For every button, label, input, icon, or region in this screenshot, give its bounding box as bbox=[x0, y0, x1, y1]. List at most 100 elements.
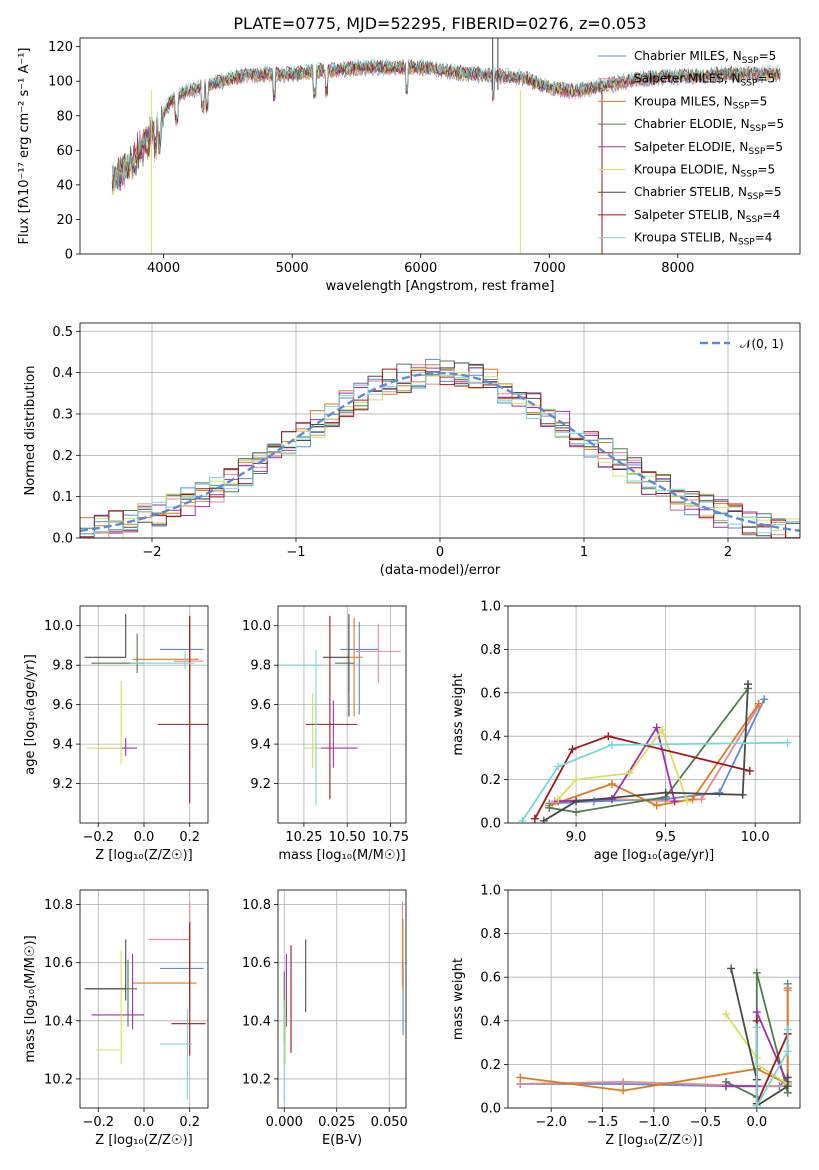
series-point-chabrier_miles bbox=[589, 797, 598, 806]
series-point-salpeter_elodie bbox=[607, 795, 616, 804]
histograms bbox=[80, 358, 800, 538]
legend-label: Salpeter MILES, N bbox=[634, 72, 741, 86]
y-tick-label: 9.4 bbox=[52, 738, 73, 753]
mass-weight-vs-z-chart: −2.0 −1.5 −1.0 −0.5 0.0 0.0 0.2 0.4 0.6 0.8 1.0 Z [… bbox=[451, 884, 801, 1148]
x-tick-label: −2 bbox=[142, 545, 161, 560]
x-axis-label: Z [log₁₀(Z/Z☉)] bbox=[605, 1133, 702, 1148]
legend-entry: Salpeter STELIB, NSSP=4 bbox=[634, 208, 780, 225]
series-point-salpeter_stelib bbox=[568, 745, 577, 754]
series-point-chabrier_stelib bbox=[572, 797, 581, 806]
series-point-salpeter_elodie bbox=[652, 723, 661, 732]
legend-post: =5 bbox=[766, 117, 784, 131]
series-point-salpeter_miles bbox=[619, 1077, 628, 1086]
y-tick-label: 10.2 bbox=[44, 1072, 73, 1087]
y-tick-label: 60 bbox=[56, 144, 73, 159]
axis-labels: Z [log₁₀(Z/Z☉)] mass [log₁₀(M/M☉)] bbox=[23, 935, 193, 1148]
series-point-kroupa_miles bbox=[516, 1073, 525, 1082]
legend-sub: SSP bbox=[750, 124, 767, 134]
series-point-kroupa_stelib bbox=[783, 1025, 792, 1034]
series-point-salpeter_stelib bbox=[604, 732, 613, 741]
y-tick-label: 0.0 bbox=[480, 1102, 501, 1117]
series-point-chabrier_stelib bbox=[539, 816, 548, 823]
y-tick-label: 0.2 bbox=[480, 1058, 501, 1073]
y-axis-label: mass weight bbox=[451, 673, 466, 755]
series-point-kroupa_miles bbox=[783, 984, 792, 993]
series-point-kroupa_elodie bbox=[625, 769, 634, 778]
axes: −2.0 −1.5 −1.0 −0.5 0.0 0.0 0.2 0.4 0.6 0.8 1.0 bbox=[480, 884, 800, 1130]
plot-frame bbox=[79, 322, 801, 539]
legend-entry: Kroupa STELIB, NSSP=4 bbox=[634, 231, 772, 248]
legend-label: Kroupa MILES, N bbox=[634, 94, 733, 108]
x-tick-label: 10.25 bbox=[285, 830, 322, 845]
x-axis-label: E(B-V) bbox=[322, 1133, 362, 1148]
x-tick-label: 6000 bbox=[404, 261, 437, 276]
y-tick-label: 10.8 bbox=[44, 898, 73, 913]
y-axis-label: mass [log₁₀(M/M☉)] bbox=[23, 935, 38, 1062]
x-tick-label: 0.2 bbox=[179, 1115, 200, 1130]
series-point-chabrier_elodie bbox=[752, 968, 761, 977]
legend-entry: Chabrier ELODIE, NSSP=5 bbox=[634, 117, 784, 134]
x-tick-label: 5000 bbox=[276, 261, 309, 276]
spectrum-series-kroupa_stelib bbox=[111, 58, 781, 192]
series-point-kroupa_miles bbox=[652, 801, 661, 810]
series-lines bbox=[518, 680, 792, 823]
legend-post: =5 bbox=[750, 94, 768, 108]
series-point-chabrier_elodie bbox=[545, 803, 554, 812]
series-point-kroupa_stelib bbox=[752, 1101, 761, 1108]
x-tick-label: 0.025 bbox=[318, 1115, 355, 1130]
x-tick-label: 10.75 bbox=[372, 830, 409, 845]
legend-entry: Chabrier MILES, NSSP=5 bbox=[634, 49, 776, 66]
x-tick-label: 9.5 bbox=[655, 830, 676, 845]
legend-post: =5 bbox=[757, 163, 775, 177]
plot-frame bbox=[79, 37, 801, 255]
axis-labels: wavelength [Angstrom, rest frame] Flux [f… bbox=[17, 14, 647, 294]
x-tick-label: 0.2 bbox=[179, 830, 200, 845]
series-point-kroupa_elodie bbox=[554, 795, 563, 804]
legend-sub: SSP bbox=[747, 192, 764, 202]
series-point-chabrier_stelib bbox=[744, 680, 753, 689]
mass-vs-z-chart: −0.2 0.0 0.2 10.2 10.4 10.6 10.8 Z [log₁₀(Z/Z☉)… bbox=[23, 889, 209, 1148]
series-salpeter_stelib bbox=[534, 735, 751, 820]
spectrum-lines bbox=[111, 38, 781, 254]
series-lines bbox=[516, 964, 792, 1108]
series-kroupa_miles bbox=[548, 703, 760, 807]
y-tick-label: 0.5 bbox=[52, 325, 73, 340]
y-tick-label: 9.2 bbox=[250, 777, 271, 792]
axes: 9.0 9.5 10.0 0.0 0.2 0.4 0.6 0.8 1.0 bbox=[480, 600, 800, 845]
age-vs-z-chart: −0.2 0.0 0.2 9.2 9.4 9.6 9.8 10.0 Z [log₁₀(Z/Z☉)… bbox=[23, 605, 209, 863]
x-axis-label: wavelength [Angstrom, rest frame] bbox=[326, 279, 555, 294]
x-axis-label: Z [log₁₀(Z/Z☉)] bbox=[95, 1133, 192, 1148]
y-tick-label: 9.4 bbox=[250, 738, 271, 753]
series-point-kroupa_stelib bbox=[783, 1047, 792, 1056]
series-point-kroupa_stelib bbox=[752, 1023, 761, 1032]
y-tick-label: 0.1 bbox=[52, 490, 73, 505]
legend-post: =4 bbox=[755, 231, 773, 245]
x-axis-label: age [log₁₀(age/yr)] bbox=[594, 848, 715, 863]
y-axis-label: Normed distribution bbox=[23, 366, 38, 496]
legend-sub: SSP bbox=[741, 79, 758, 89]
y-tick-label: 10.4 bbox=[44, 1014, 73, 1029]
y-tick-label: 0.8 bbox=[480, 643, 501, 658]
legend-entry: 𝒩(0, 1) bbox=[740, 337, 784, 351]
series-point-kroupa_elodie bbox=[721, 1010, 730, 1019]
y-tick-label: 0.6 bbox=[480, 971, 501, 986]
errorbars bbox=[84, 613, 208, 804]
errorbars bbox=[283, 901, 404, 1103]
x-tick-label: −2.0 bbox=[535, 1115, 567, 1130]
plot-frame bbox=[507, 889, 801, 1109]
legend-sub: SSP bbox=[742, 56, 759, 66]
y-tick-label: 0.2 bbox=[480, 773, 501, 788]
series-point-kroupa_stelib bbox=[783, 738, 792, 747]
series-point-salpeter_miles bbox=[697, 795, 706, 804]
mass-vs-ebv-chart: 0.000 0.025 0.050 10.2 10.4 10.6 10.8 E(B-V) bbox=[242, 889, 408, 1148]
x-tick-label: 0.0 bbox=[134, 1115, 155, 1130]
y-tick-label: 0.6 bbox=[480, 686, 501, 701]
series-point-kroupa_elodie bbox=[683, 797, 692, 806]
series-point-kroupa_miles bbox=[688, 795, 697, 804]
residuals-chart: −2 −1 0 1 2 0.0 0.1 0.2 0.3 0.4 0.5 (data-model)/er… bbox=[23, 322, 801, 578]
x-tick-label: 0.000 bbox=[266, 1115, 303, 1130]
axes: 4000 5000 6000 7000 8000 0 20 40 60 80 100 120 bbox=[48, 40, 694, 276]
y-tick-label: 0.0 bbox=[480, 817, 501, 832]
y-axis-label: mass weight bbox=[451, 958, 466, 1040]
